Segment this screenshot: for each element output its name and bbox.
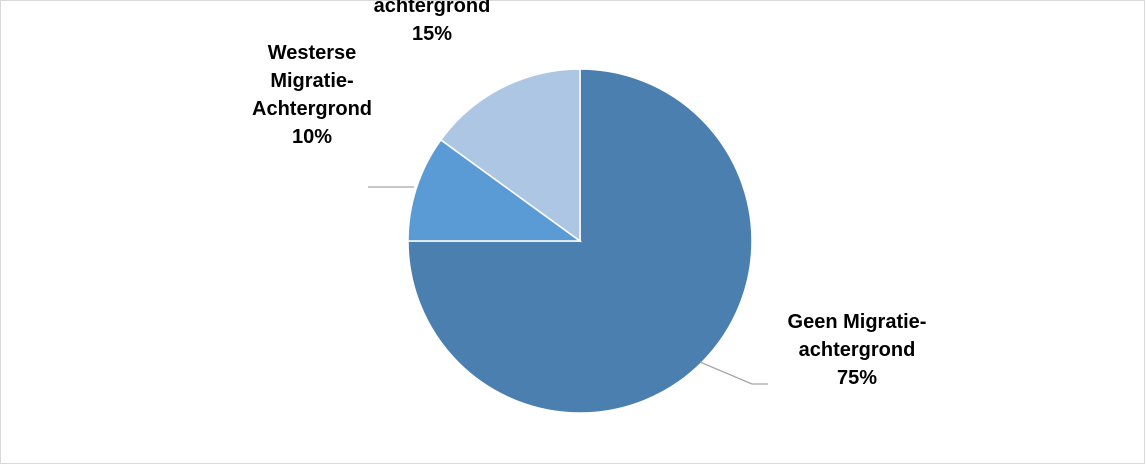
data-label-value: 10% bbox=[292, 126, 332, 148]
leader-line-geen-migratie bbox=[699, 361, 768, 385]
pie-slice-westerse-migratie bbox=[407, 138, 583, 242]
data-label-westerse-migratie: Westerse Migratie- Achtergrond 10% bbox=[252, 42, 372, 148]
data-label-line: Migratie- bbox=[270, 70, 353, 92]
data-label-line: Geen Migratie- bbox=[788, 311, 927, 333]
data-label-line: Westerse bbox=[268, 42, 357, 64]
data-label-geen-migratie: Geen Migratie-achtergrond 75% bbox=[788, 311, 927, 389]
data-label-line: Achtergrond bbox=[252, 98, 372, 120]
data-label-line: achtergrond bbox=[374, 0, 491, 17]
data-label-value: 15% bbox=[412, 23, 452, 45]
pie-slices bbox=[407, 68, 753, 414]
data-label-value: 75% bbox=[837, 367, 877, 389]
data-label-line: achtergrond bbox=[799, 339, 916, 361]
pie-slice-niet-westerse-migratie bbox=[439, 68, 581, 243]
